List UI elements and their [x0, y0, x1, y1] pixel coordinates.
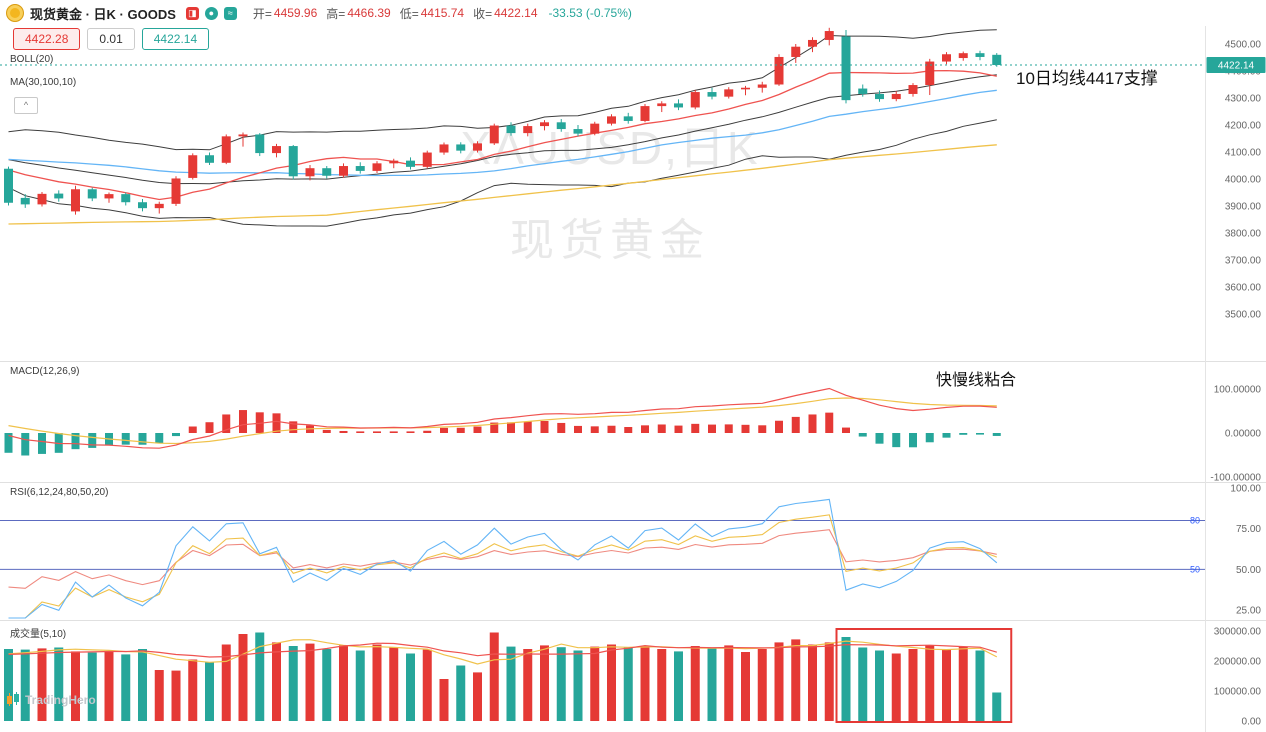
ma30-line: [8, 89, 997, 177]
close-value: 4422.14: [494, 6, 538, 20]
right-axis: 4600.004500.004400.004300.004200.004100.…: [1206, 13, 1266, 728]
tradinghero-logo-icon: [7, 692, 19, 706]
rsi24-line: [8, 529, 997, 589]
kline-style-icon[interactable]: ◨: [185, 6, 199, 20]
svg-text:50: 50: [1190, 564, 1200, 574]
high-label: 高=: [326, 6, 346, 21]
svg-text:25.00: 25.00: [1236, 606, 1261, 617]
volume-ma5-line: [8, 639, 998, 665]
ma100-line: [8, 144, 997, 225]
macd-pane: [4, 387, 1001, 456]
ma-toggle-icon[interactable]: ●: [204, 6, 218, 20]
candles-layer: [4, 27, 1002, 215]
last-price-badge: 4422.14: [1206, 57, 1266, 74]
high-value: 4466.39: [347, 6, 391, 20]
close-label: 收=: [473, 6, 493, 21]
svg-text:0.00: 0.00: [1242, 717, 1262, 728]
svg-text:-100.00000: -100.00000: [1210, 473, 1261, 484]
quote-badges: 4422.28 0.01 4422.14: [13, 28, 210, 50]
volume-indicator-label: 成交量(5,10): [10, 629, 67, 640]
svg-text:75.00: 75.00: [1236, 524, 1261, 535]
ask-price-badge[interactable]: 4422.14: [141, 28, 210, 50]
spread-badge[interactable]: 0.01: [87, 28, 135, 50]
svg-text:3700.00: 3700.00: [1225, 256, 1262, 267]
svg-text:4500.00: 4500.00: [1225, 40, 1262, 51]
boll-lower-line: [8, 119, 997, 227]
bid-price-badge[interactable]: 4422.28: [13, 28, 81, 50]
boll-indicator-label: BOLL(20): [10, 54, 54, 65]
header: 现货黄金 · 日K · GOODS ◨ ● ≈ 开= 4459.96 高= 4466…: [0, 0, 1266, 26]
open-value: 4459.96: [273, 6, 318, 20]
svg-text:4100.00: 4100.00: [1225, 148, 1262, 159]
svg-text:80: 80: [1190, 516, 1200, 526]
svg-text:3900.00: 3900.00: [1225, 202, 1262, 213]
collapse-pane-button[interactable]: ^: [14, 97, 38, 114]
svg-text:4422.14: 4422.14: [1218, 61, 1255, 72]
svg-text:3600.00: 3600.00: [1225, 283, 1262, 294]
svg-text:100.00000: 100.00000: [1214, 385, 1262, 396]
symbol-title: 现货黄金 · 日K · GOODS: [30, 6, 176, 22]
boll-toggle-icon[interactable]: ≈: [223, 6, 237, 20]
macd-dif-line: [8, 387, 997, 449]
volume-bars: [4, 632, 1002, 721]
tradinghero-logo: TradingHero: [6, 692, 96, 707]
svg-text:4300.00: 4300.00: [1225, 94, 1262, 105]
change-value: -33.53 (-0.75%): [548, 6, 632, 20]
ma-indicator-label: MA(30,100,10): [10, 77, 77, 88]
macd-annotation: 快慢线粘合: [936, 372, 1017, 389]
svg-text:3500.00: 3500.00: [1225, 310, 1262, 321]
low-value: 4415.74: [420, 6, 465, 20]
ohlc-readout: 开= 4459.96 高= 4466.39 低= 4415.74 收= 4422.14 …: [253, 5, 632, 22]
svg-text:200000.00: 200000.00: [1214, 657, 1262, 668]
volume-highlight-box: [835, 628, 1013, 723]
ma-support-annotation: 10日均线4417支撑: [1016, 69, 1158, 88]
gold-coin-icon: [6, 4, 24, 22]
macd-indicator-label: MACD(12,26,9): [10, 366, 80, 377]
svg-text:0.00000: 0.00000: [1225, 429, 1262, 440]
chevron-up-icon: ^: [23, 100, 29, 110]
svg-text:50.00: 50.00: [1236, 565, 1261, 576]
tradinghero-logo-text: TradingHero: [25, 692, 96, 707]
svg-text:4000.00: 4000.00: [1225, 175, 1262, 186]
price-pane: [0, 27, 1205, 227]
low-label: 低=: [399, 6, 419, 21]
macd-dea-line: [8, 397, 997, 445]
volume-ma10-line: [8, 642, 997, 658]
svg-text:300000.00: 300000.00: [1214, 627, 1262, 638]
rsi12-line: [8, 514, 997, 619]
rsi-pane: 80 50: [0, 498, 1205, 619]
open-label: 开=: [252, 6, 272, 21]
svg-text:3800.00: 3800.00: [1225, 229, 1262, 240]
rsi-indicator-label: RSI(6,12,24,80,50,20): [10, 487, 109, 498]
svg-text:100.00: 100.00: [1230, 484, 1261, 495]
rsi6-line: [8, 498, 998, 619]
volume-pane: [4, 628, 1013, 723]
svg-text:4200.00: 4200.00: [1225, 121, 1262, 132]
svg-text:100000.00: 100000.00: [1214, 687, 1262, 698]
macd-histogram: [4, 410, 1001, 456]
